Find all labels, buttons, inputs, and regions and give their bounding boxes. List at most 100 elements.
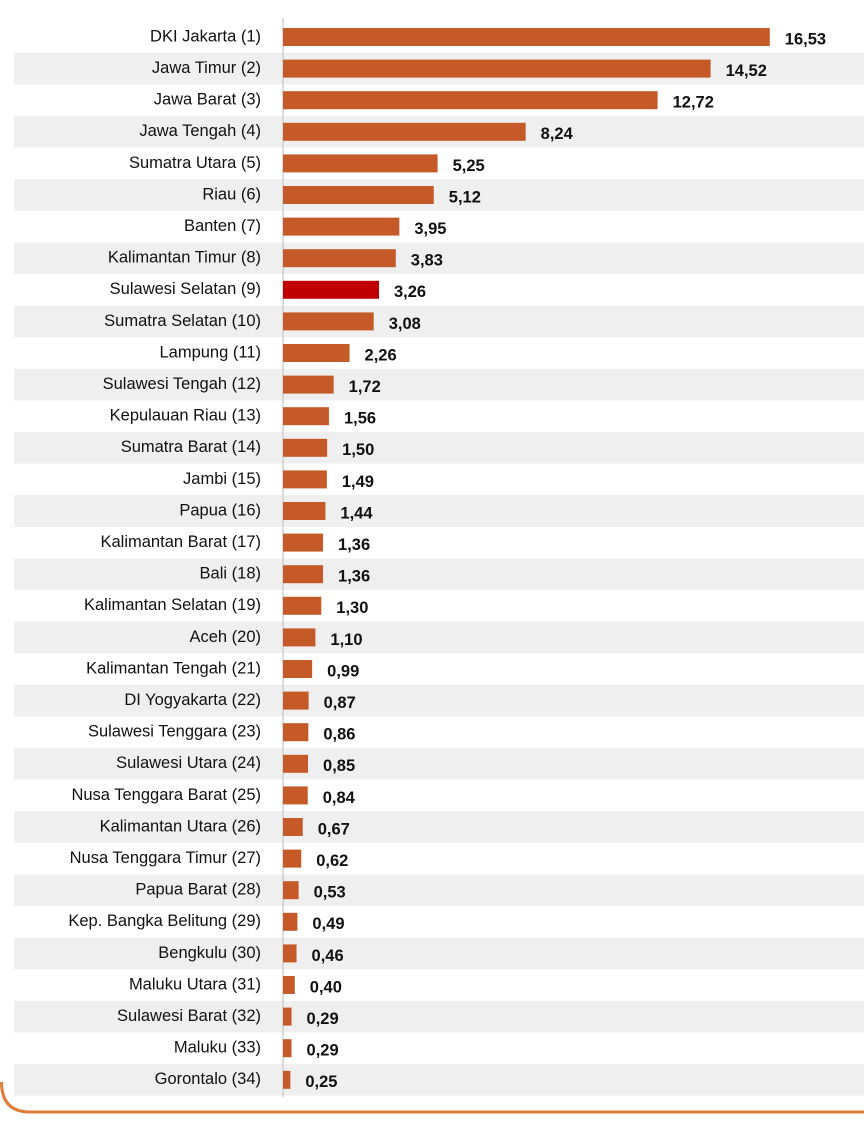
bar bbox=[283, 439, 327, 457]
value-label: 0,40 bbox=[310, 978, 342, 996]
category-label: Riau (6) bbox=[202, 185, 261, 203]
value-label: 0,49 bbox=[312, 915, 344, 933]
bar bbox=[283, 597, 321, 615]
category-label: Sulawesi Tenggara (23) bbox=[88, 723, 261, 741]
category-label: Sulawesi Selatan (9) bbox=[110, 280, 261, 298]
value-label: 0,29 bbox=[307, 1010, 339, 1028]
value-label: 14,52 bbox=[726, 62, 767, 80]
bar bbox=[283, 565, 323, 583]
bar bbox=[283, 755, 308, 773]
bar bbox=[283, 913, 297, 931]
bar bbox=[283, 1039, 292, 1057]
value-label: 1,36 bbox=[338, 568, 370, 586]
category-label: Kalimantan Tengah (21) bbox=[86, 659, 261, 677]
value-label: 1,49 bbox=[342, 473, 374, 491]
category-label: Kalimantan Timur (8) bbox=[108, 249, 261, 267]
value-label: 0,25 bbox=[305, 1073, 337, 1091]
value-label: 0,46 bbox=[312, 947, 344, 965]
category-label: DI Yogyakarta (22) bbox=[124, 691, 261, 709]
value-label: 0,87 bbox=[324, 694, 356, 712]
bar bbox=[283, 154, 438, 172]
bar bbox=[283, 91, 658, 109]
value-label: 1,10 bbox=[330, 631, 362, 649]
value-label: 12,72 bbox=[673, 94, 714, 112]
bar bbox=[283, 628, 315, 646]
category-label: Banten (7) bbox=[184, 217, 261, 235]
value-label: 1,56 bbox=[344, 410, 376, 428]
value-label: 3,95 bbox=[414, 220, 446, 238]
category-label: Papua (16) bbox=[179, 501, 261, 519]
bar bbox=[283, 692, 309, 710]
category-label: Kepulauan Riau (13) bbox=[110, 407, 261, 425]
value-label: 3,08 bbox=[389, 315, 421, 333]
category-label: Sulawesi Tengah (12) bbox=[103, 375, 261, 393]
value-label: 16,53 bbox=[785, 30, 826, 48]
bar bbox=[283, 786, 308, 804]
bar bbox=[283, 1071, 290, 1089]
bar bbox=[283, 534, 323, 552]
category-label: Sumatra Selatan (10) bbox=[104, 312, 261, 330]
bar bbox=[283, 28, 770, 46]
bar bbox=[283, 723, 308, 741]
value-label: 1,50 bbox=[342, 441, 374, 459]
bar bbox=[283, 186, 434, 204]
value-label: 0,53 bbox=[314, 884, 346, 902]
bar bbox=[283, 944, 297, 962]
bar bbox=[283, 281, 379, 299]
value-label: 0,29 bbox=[307, 1042, 339, 1060]
row-bands bbox=[14, 53, 864, 1096]
value-label: 8,24 bbox=[541, 125, 574, 143]
category-label: Gorontalo (34) bbox=[155, 1070, 261, 1088]
category-label: Jambi (15) bbox=[183, 470, 261, 488]
category-label: Jawa Tengah (4) bbox=[139, 122, 261, 140]
value-label: 1,72 bbox=[349, 378, 381, 396]
bar bbox=[283, 881, 299, 899]
bar bbox=[283, 976, 295, 994]
row-band bbox=[14, 622, 864, 654]
bar bbox=[283, 218, 399, 236]
category-label: Sumatra Utara (5) bbox=[129, 154, 261, 172]
row-band bbox=[14, 495, 864, 527]
value-label: 3,83 bbox=[411, 252, 443, 270]
value-label: 1,44 bbox=[340, 504, 373, 522]
category-label: Sumatra Barat (14) bbox=[121, 438, 261, 456]
value-label: 0,84 bbox=[323, 789, 356, 807]
row-band bbox=[14, 938, 864, 970]
row-band bbox=[14, 179, 864, 211]
category-label: Kalimantan Barat (17) bbox=[101, 533, 262, 551]
value-label: 0,85 bbox=[323, 757, 355, 775]
bar bbox=[283, 60, 711, 78]
category-label: Maluku (33) bbox=[174, 1039, 261, 1057]
value-label: 2,26 bbox=[365, 346, 397, 364]
category-label: Kalimantan Selatan (19) bbox=[84, 596, 261, 614]
value-label: 3,26 bbox=[394, 283, 426, 301]
category-label: Lampung (11) bbox=[159, 343, 261, 361]
value-label: 5,25 bbox=[453, 157, 485, 175]
category-label: Nusa Tenggara Timur (27) bbox=[70, 849, 261, 867]
bar bbox=[283, 660, 312, 678]
category-label: Kep. Bangka Belitung (29) bbox=[68, 912, 261, 930]
value-label: 0,86 bbox=[323, 726, 355, 744]
category-label: Aceh (20) bbox=[189, 628, 261, 646]
bar bbox=[283, 344, 350, 362]
bar bbox=[283, 312, 374, 330]
value-label: 1,36 bbox=[338, 536, 370, 554]
bar bbox=[283, 407, 329, 425]
category-label: Papua Barat (28) bbox=[135, 881, 261, 899]
bar bbox=[283, 502, 325, 520]
bar bbox=[283, 123, 526, 141]
value-label: 0,67 bbox=[318, 820, 350, 838]
category-label: Bengkulu (30) bbox=[158, 944, 261, 962]
category-label: Maluku Utara (31) bbox=[129, 975, 261, 993]
category-label: Jawa Timur (2) bbox=[152, 59, 261, 77]
row-band bbox=[14, 558, 864, 590]
category-label: Sulawesi Barat (32) bbox=[117, 1007, 261, 1025]
category-label: Bali (18) bbox=[200, 565, 261, 583]
category-label: DKI Jakarta (1) bbox=[150, 27, 261, 45]
category-label: Nusa Tenggara Barat (25) bbox=[71, 786, 261, 804]
bar bbox=[283, 1008, 292, 1026]
value-label: 0,99 bbox=[327, 662, 359, 680]
bar bbox=[283, 376, 334, 394]
